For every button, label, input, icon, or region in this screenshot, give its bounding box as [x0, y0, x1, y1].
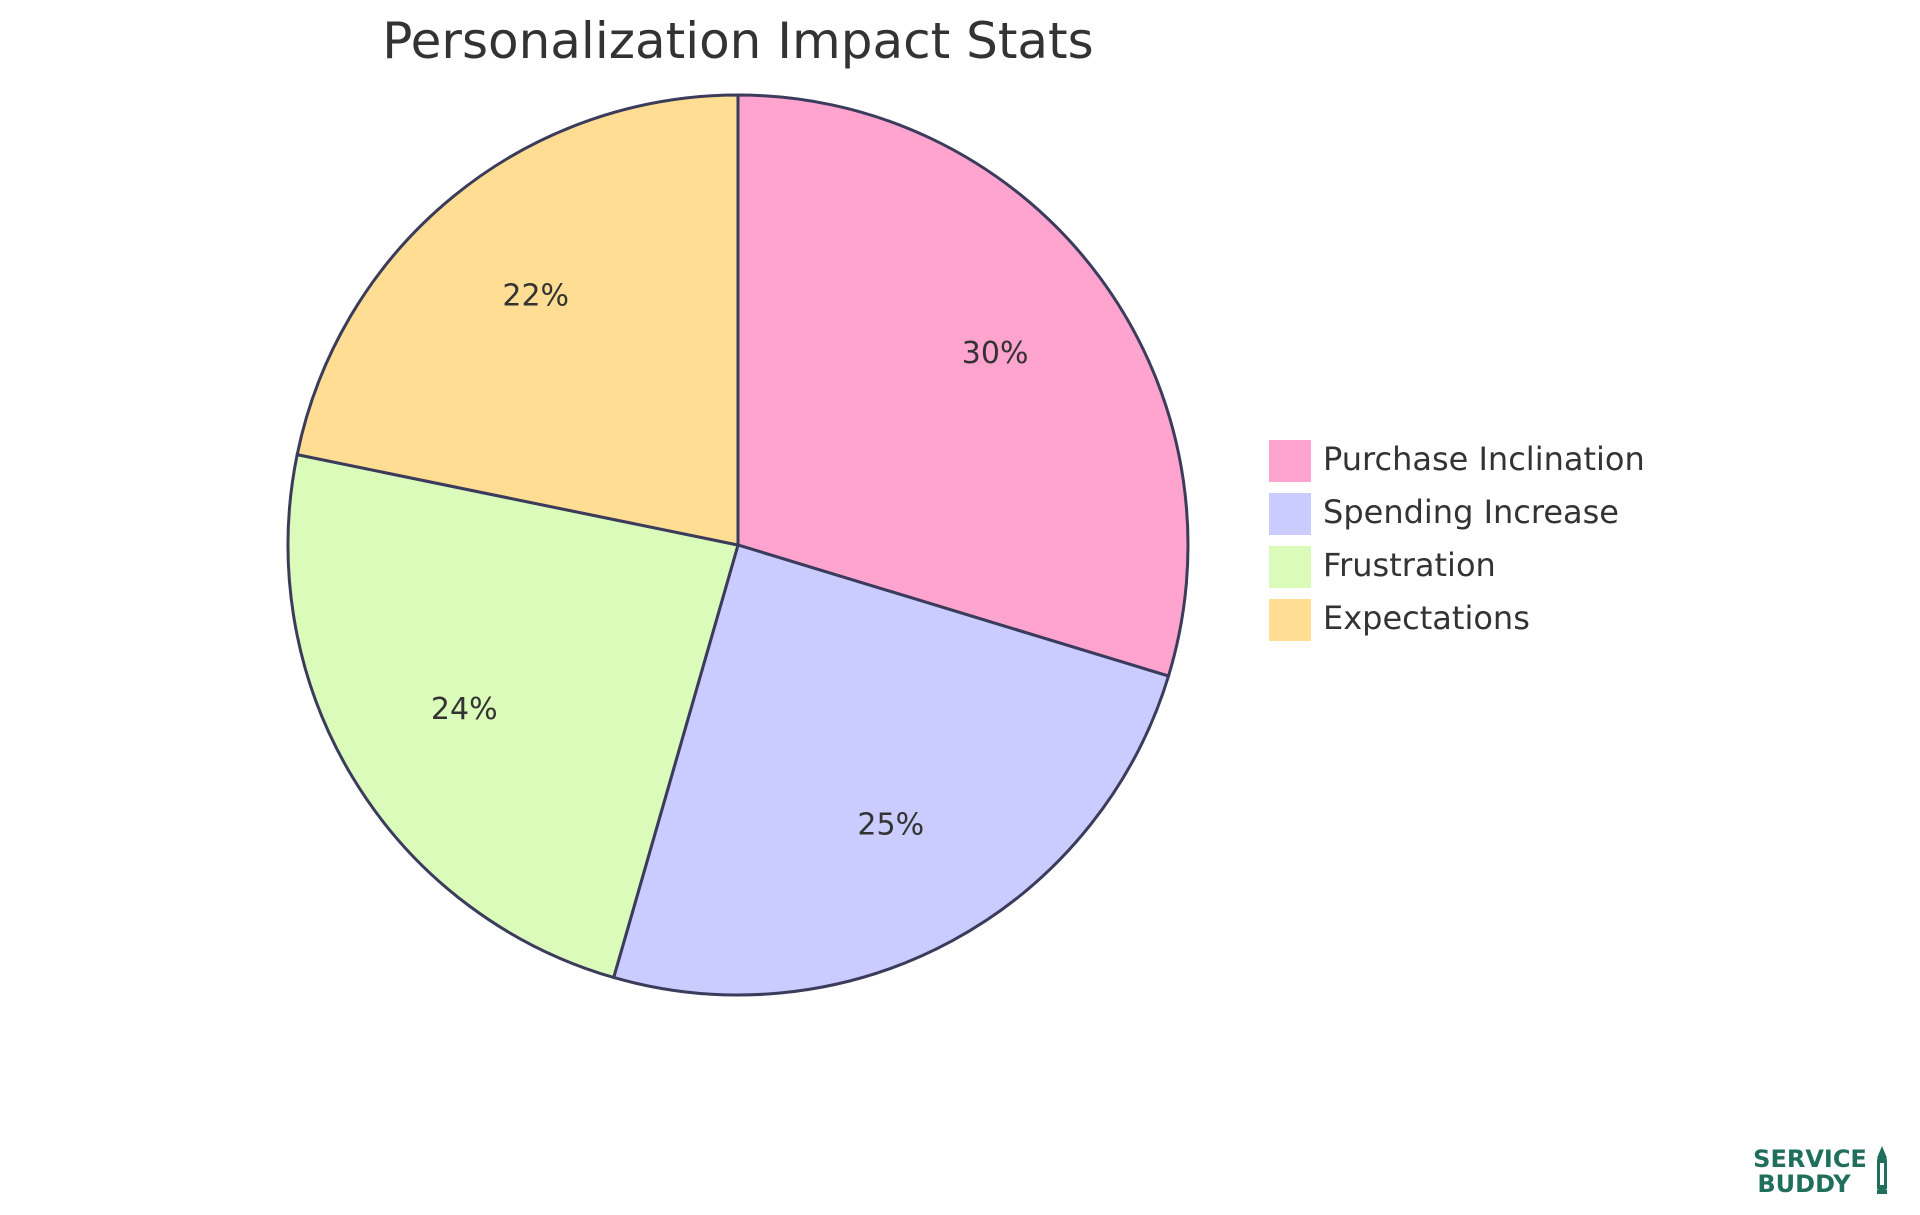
slice-label-spending-increase: 25% — [857, 808, 924, 843]
legend-swatch-frustration — [1267, 544, 1313, 590]
pencil-icon — [1877, 1146, 1887, 1194]
service-buddy-logo: SERVICE BUDDY — [1753, 1145, 1887, 1198]
legend-swatch-spending-increase — [1267, 491, 1313, 537]
legend-label-purchase-inclination: Purchase Inclination — [1323, 440, 1645, 478]
pie-slice-expectations — [295, 93, 740, 547]
slice-label-frustration: 24% — [431, 692, 498, 727]
slice-label-purchase-inclination: 30% — [962, 336, 1029, 371]
legend-label-expectations: Expectations — [1323, 599, 1530, 637]
pie-slice-purchase-inclination — [736, 93, 1190, 678]
pie-slice-labels: 30% 25% 24% 22% — [431, 279, 1029, 843]
legend-swatch-purchase-inclination — [1267, 438, 1313, 484]
slice-label-expectations: 22% — [502, 279, 569, 314]
pie-slice-spending-increase — [611, 543, 1171, 997]
pie-slice-frustration — [286, 452, 740, 980]
legend-label-frustration: Frustration — [1323, 546, 1496, 584]
legend-swatch-expectations — [1267, 597, 1313, 643]
pie-slices — [286, 93, 1190, 997]
logo-line-2: BUDDY — [1757, 1170, 1851, 1198]
chart-title: Personalization Impact Stats — [382, 12, 1093, 70]
legend-label-spending-increase: Spending Increase — [1323, 493, 1619, 531]
logo-line-1: SERVICE — [1753, 1145, 1867, 1173]
legend: Purchase Inclination Spending Increase Fru… — [1267, 438, 1645, 643]
